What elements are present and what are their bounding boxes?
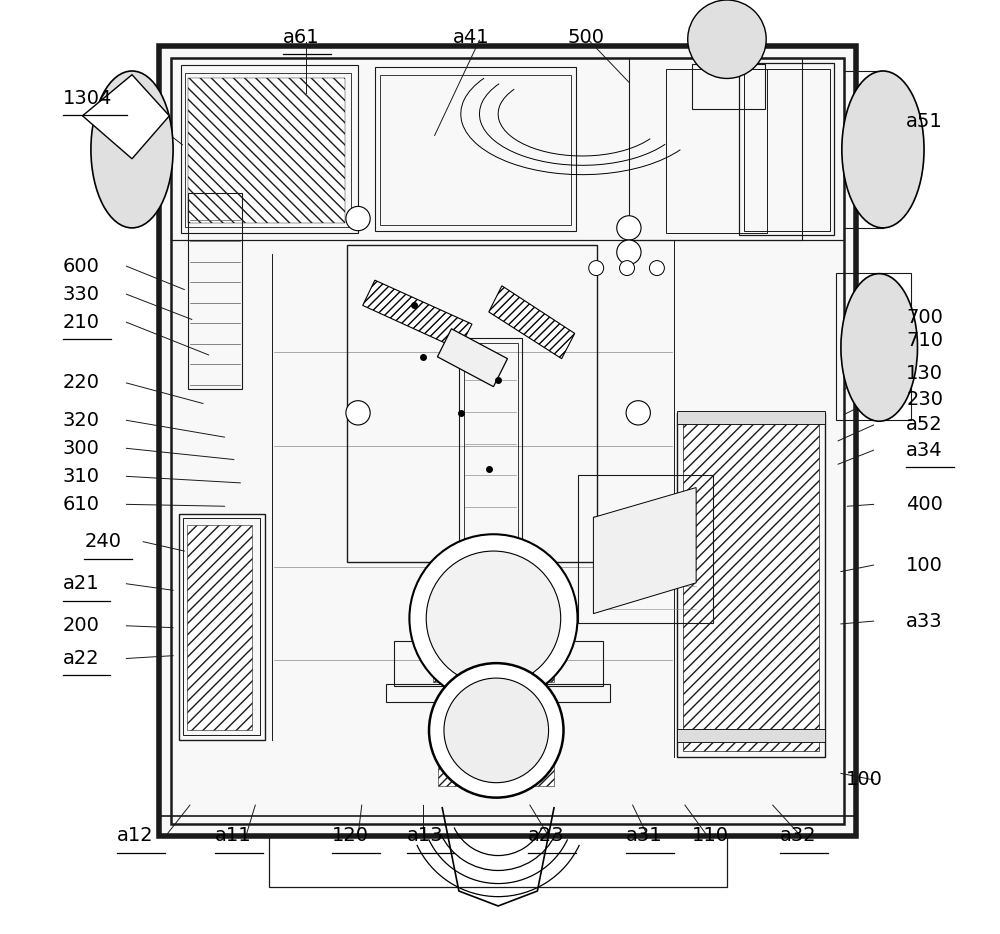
- Circle shape: [617, 216, 641, 240]
- Text: 330: 330: [63, 285, 100, 304]
- Text: a11: a11: [215, 827, 252, 845]
- Ellipse shape: [841, 274, 917, 421]
- Text: a13: a13: [407, 827, 443, 845]
- Circle shape: [429, 663, 564, 798]
- Bar: [744, 69, 830, 231]
- Text: 310: 310: [63, 467, 100, 486]
- Polygon shape: [437, 329, 507, 387]
- Bar: [188, 193, 242, 389]
- Bar: [683, 418, 819, 751]
- Polygon shape: [593, 488, 696, 614]
- Text: 200: 200: [63, 616, 100, 635]
- Bar: [380, 75, 571, 225]
- Bar: [386, 684, 610, 702]
- Circle shape: [649, 261, 664, 276]
- Text: a34: a34: [906, 441, 943, 460]
- Bar: [183, 518, 260, 735]
- Bar: [185, 73, 351, 227]
- Ellipse shape: [91, 71, 173, 228]
- Circle shape: [620, 261, 634, 276]
- Text: 100: 100: [846, 771, 882, 789]
- Text: 600: 600: [63, 257, 100, 276]
- Text: a21: a21: [63, 574, 100, 593]
- Text: 710: 710: [906, 332, 943, 350]
- Text: 110: 110: [691, 827, 728, 845]
- Polygon shape: [489, 286, 575, 359]
- Circle shape: [346, 401, 370, 425]
- Bar: [375, 67, 576, 231]
- Bar: [836, 273, 911, 420]
- Bar: [438, 730, 554, 786]
- Polygon shape: [363, 280, 472, 349]
- Bar: [269, 836, 727, 887]
- Text: a22: a22: [63, 649, 100, 668]
- Text: 320: 320: [63, 411, 100, 430]
- Text: 100: 100: [906, 556, 943, 574]
- Circle shape: [444, 678, 549, 783]
- Text: a61: a61: [283, 28, 320, 47]
- Bar: [179, 514, 265, 740]
- Bar: [181, 65, 358, 233]
- Bar: [629, 58, 802, 240]
- Text: a31: a31: [626, 827, 663, 845]
- Text: 120: 120: [332, 827, 369, 845]
- Text: 300: 300: [63, 439, 100, 458]
- Text: a52: a52: [906, 416, 943, 434]
- Text: 240: 240: [84, 532, 121, 551]
- Text: 400: 400: [906, 495, 943, 514]
- Bar: [433, 618, 554, 682]
- Circle shape: [346, 206, 370, 231]
- Circle shape: [617, 240, 641, 264]
- Text: 230: 230: [906, 390, 943, 409]
- Text: 130: 130: [906, 364, 943, 383]
- Text: 610: 610: [63, 495, 100, 514]
- Text: a51: a51: [906, 112, 943, 131]
- Bar: [394, 641, 603, 686]
- Circle shape: [589, 261, 604, 276]
- Bar: [692, 64, 765, 109]
- Text: 1304: 1304: [63, 89, 112, 107]
- Text: a33: a33: [906, 612, 943, 630]
- Bar: [578, 475, 713, 623]
- Ellipse shape: [842, 71, 924, 228]
- Bar: [677, 411, 825, 424]
- Bar: [171, 58, 844, 824]
- Bar: [464, 343, 518, 544]
- Text: a41: a41: [453, 28, 490, 47]
- Bar: [739, 63, 834, 235]
- Bar: [677, 413, 825, 757]
- Text: 220: 220: [63, 374, 100, 392]
- Circle shape: [626, 401, 650, 425]
- Text: a12: a12: [117, 827, 154, 845]
- Bar: [666, 69, 767, 233]
- Bar: [159, 46, 856, 836]
- Bar: [459, 338, 522, 548]
- Circle shape: [409, 534, 578, 702]
- Text: a23: a23: [528, 827, 565, 845]
- Bar: [347, 245, 597, 562]
- Circle shape: [688, 0, 766, 78]
- Bar: [677, 729, 825, 742]
- Bar: [188, 78, 345, 223]
- Bar: [187, 525, 252, 730]
- Text: 700: 700: [906, 308, 943, 327]
- Circle shape: [426, 551, 561, 686]
- Text: 210: 210: [63, 313, 100, 332]
- Bar: [159, 816, 856, 837]
- Text: 500: 500: [567, 28, 604, 47]
- Text: a32: a32: [780, 827, 817, 845]
- Polygon shape: [83, 75, 169, 159]
- Bar: [171, 58, 844, 240]
